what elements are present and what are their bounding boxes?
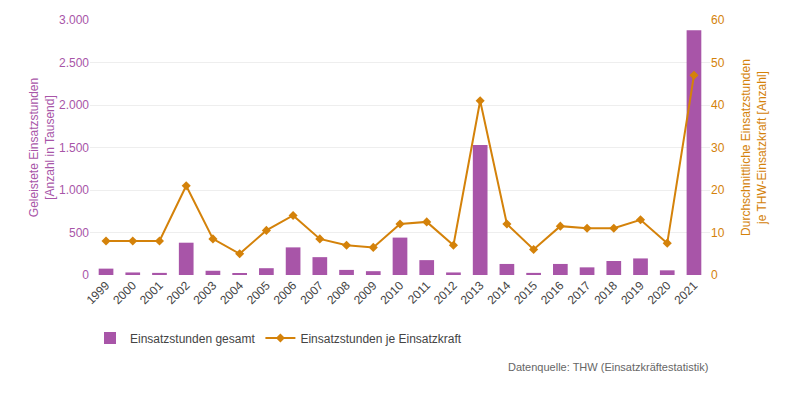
svg-text:0: 0 — [711, 268, 718, 282]
svg-text:2.500: 2.500 — [59, 56, 89, 70]
svg-text:2021: 2021 — [672, 278, 701, 307]
svg-text:1.500: 1.500 — [59, 141, 89, 155]
svg-text:60: 60 — [711, 13, 725, 27]
svg-text:40: 40 — [711, 98, 725, 112]
svg-text:2017: 2017 — [565, 278, 594, 307]
svg-text:3.000: 3.000 — [59, 13, 89, 27]
svg-text:2008: 2008 — [324, 278, 353, 307]
svg-text:1999: 1999 — [84, 278, 113, 307]
svg-text:50: 50 — [711, 56, 725, 70]
svg-text:2010: 2010 — [378, 278, 407, 307]
svg-text:Durchschnittliche Einsatzstund: Durchschnittliche Einsatzstundenje THW-E… — [739, 59, 769, 236]
svg-text:2013: 2013 — [458, 278, 487, 307]
svg-text:2004: 2004 — [217, 278, 246, 307]
svg-text:2.000: 2.000 — [59, 98, 89, 112]
svg-text:2006: 2006 — [271, 278, 300, 307]
svg-text:2009: 2009 — [351, 278, 380, 307]
svg-text:20: 20 — [711, 183, 725, 197]
svg-text:Einsatzstunden gesamt: Einsatzstunden gesamt — [130, 332, 255, 346]
svg-text:2005: 2005 — [244, 278, 273, 307]
svg-text:2001: 2001 — [137, 278, 166, 307]
svg-text:2016: 2016 — [538, 278, 567, 307]
svg-text:500: 500 — [69, 226, 89, 240]
svg-text:10: 10 — [711, 226, 725, 240]
svg-text:Datenquelle: THW (Einsatzkräft: Datenquelle: THW (Einsatzkräftestatistik… — [508, 361, 708, 373]
svg-text:2002: 2002 — [164, 278, 193, 307]
svg-text:2019: 2019 — [618, 278, 647, 307]
svg-text:30: 30 — [711, 141, 725, 155]
svg-text:2015: 2015 — [511, 278, 540, 307]
svg-text:1.000: 1.000 — [59, 183, 89, 197]
svg-text:2000: 2000 — [110, 278, 139, 307]
svg-text:2014: 2014 — [484, 278, 513, 307]
svg-text:2018: 2018 — [591, 278, 620, 307]
svg-text:2012: 2012 — [431, 278, 460, 307]
svg-text:2020: 2020 — [645, 278, 674, 307]
svg-text:2007: 2007 — [297, 278, 326, 307]
svg-text:Geleistete Einsatzstunden[Anza: Geleistete Einsatzstunden[Anzahl in Taus… — [27, 78, 57, 217]
svg-text:2003: 2003 — [191, 278, 220, 307]
svg-text:Einsatzstunden je Einsatzkraft: Einsatzstunden je Einsatzkraft — [300, 332, 461, 346]
svg-text:2011: 2011 — [405, 278, 433, 306]
svg-text:0: 0 — [82, 268, 89, 282]
